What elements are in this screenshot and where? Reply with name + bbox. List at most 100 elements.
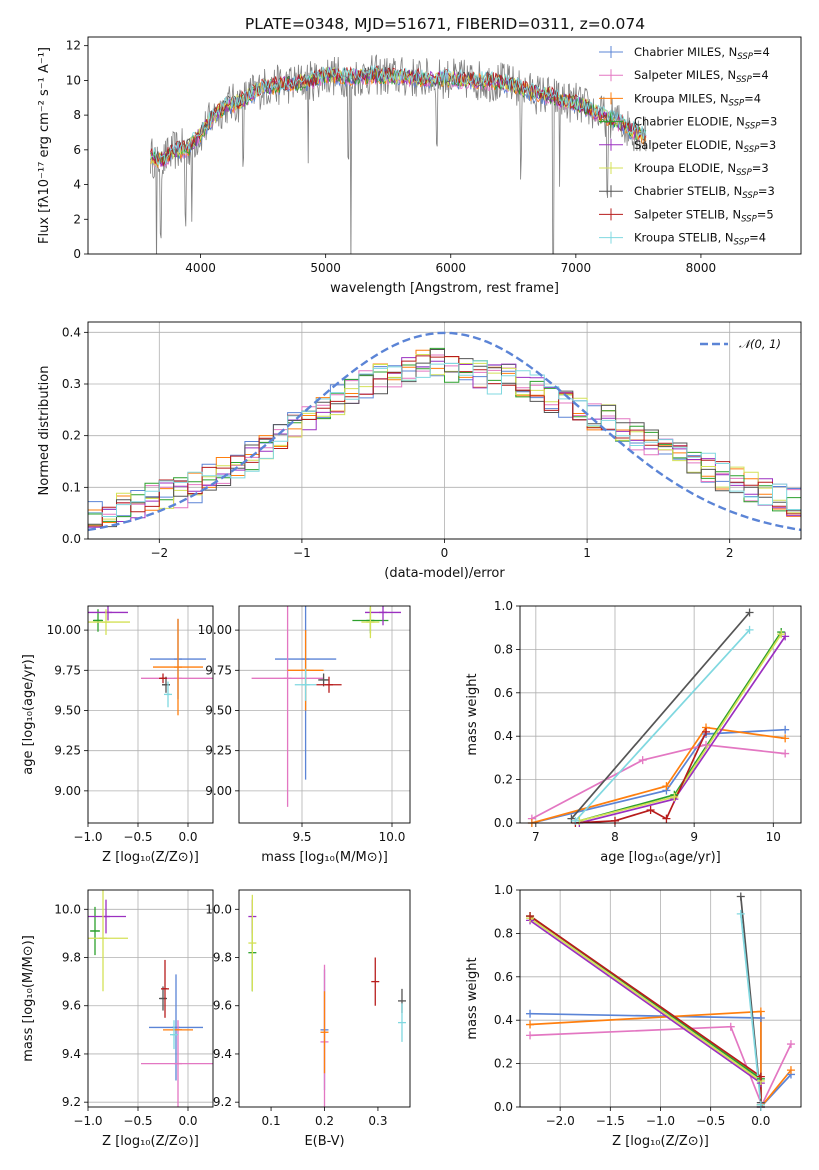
y-axis-label: mass weight <box>465 673 480 755</box>
legend-label: Salpeter STELIB, NSSP=5 <box>634 207 774 224</box>
y-tick-label: 9.00 <box>205 784 232 798</box>
y-tick-label: 10.0 <box>205 902 232 916</box>
axes-frame <box>87 36 802 255</box>
x-tick-label: 8 <box>611 830 619 844</box>
weight-point-marker <box>781 734 790 743</box>
x-tick-label: −1.0 <box>73 830 102 844</box>
weight-point-marker <box>777 630 786 639</box>
residual-histogram <box>88 354 801 526</box>
y-tick-label: 9.75 <box>54 663 81 677</box>
legend-label-main: Chabrier STELIB, N <box>634 184 742 198</box>
legend-label-main: Salpeter ELODIE, N <box>634 138 744 152</box>
x-tick-label: 0 <box>441 546 449 560</box>
x-tick-label: 1 <box>583 546 591 560</box>
model-spectrum-line <box>150 64 647 165</box>
y-tick-label: 9.8 <box>62 951 81 965</box>
legend-label-sub: SSP <box>736 168 752 178</box>
chart-weight-vs-age: 7 8 9 10 0.0 0.2 0.4 0.6 0.8 1.0 age [log₁₀(age/yr… <box>465 599 802 865</box>
x-axis-label: Z [log₁₀(Z/Z⊙)] <box>612 1134 709 1149</box>
y-tick-label: 0.6 <box>494 970 513 984</box>
weight-point-marker <box>662 814 671 823</box>
axes-frame <box>238 889 411 1108</box>
x-tick-label: −0.5 <box>123 830 152 844</box>
x-tick-label: 0.0 <box>178 830 197 844</box>
plot-area <box>531 611 786 823</box>
legend-label: Kroupa STELIB, NSSP=4 <box>634 231 766 248</box>
weight-point-marker <box>781 725 790 734</box>
data-point <box>397 1003 406 1042</box>
legend-label: 𝒩(0, 1) <box>739 337 781 351</box>
y-tick-label: 9.50 <box>54 703 81 717</box>
residual-histogram <box>88 360 801 517</box>
y-tick-label: 0.0 <box>62 532 81 546</box>
legend-label-sub: SSP <box>741 214 757 224</box>
data-point <box>159 673 167 684</box>
weight-point-marker <box>571 816 580 825</box>
y-axis-label: age [log₁₀(age/yr)] <box>21 654 36 775</box>
axes-frame <box>519 889 802 1108</box>
legend-label-suffix: =4 <box>752 68 769 82</box>
y-tick-label: 0.4 <box>62 325 81 339</box>
weight-point-marker <box>646 805 655 814</box>
plot-area <box>88 331 801 532</box>
legend-label-suffix: =4 <box>744 91 761 105</box>
data-point <box>149 974 203 1081</box>
weight-point-marker <box>736 892 745 901</box>
y-tick-label: 1.0 <box>494 599 513 613</box>
weight-series-line <box>531 728 786 823</box>
y-tick-label: 9.6 <box>213 999 232 1013</box>
legend-label-main: Kroupa MILES, N <box>634 91 729 105</box>
x-axis-label: mass [log₁₀(M/M⊙)] <box>261 850 388 865</box>
data-point <box>371 957 380 1006</box>
y-tick-label: 9.50 <box>205 703 232 717</box>
weight-point-marker <box>702 740 711 749</box>
x-tick-label: 0.2 <box>315 1114 334 1128</box>
y-axis-label: mass [log₁₀(M/M⊙)] <box>21 935 36 1062</box>
x-tick-label: 7000 <box>561 261 592 275</box>
y-tick-label: 0.8 <box>494 642 513 656</box>
legend-label-main: Chabrier ELODIE, N <box>634 115 745 129</box>
data-point <box>170 1020 178 1050</box>
legend-label-sub: SSP <box>745 122 761 132</box>
chart-age-vs-Z: −1.0 −0.5 0.0 9.00 9.25 9.50 9.75 10.00 Z [log₁₀… <box>21 605 214 865</box>
weight-point-marker <box>526 912 535 921</box>
weight-series-line <box>570 611 751 820</box>
y-tick-label: 10.0 <box>54 902 81 916</box>
y-tick-label: 9.2 <box>213 1095 232 1109</box>
figure-title: PLATE=0348, MJD=51671, FIBERID=0311, z=0… <box>245 15 645 33</box>
weight-point-marker <box>670 792 679 801</box>
chart-panels: 4000 5000 6000 7000 8000024681012wavelength … <box>21 36 802 1149</box>
y-tick-label: 9.6 <box>62 999 81 1013</box>
weight-point-marker <box>745 608 754 617</box>
y-tick-label: 6 <box>73 143 81 157</box>
y-tick-label: 0.4 <box>494 1013 513 1027</box>
x-tick-label: 2 <box>726 546 734 560</box>
data-point <box>316 676 342 693</box>
legend-label: Chabrier ELODIE, NSSP=3 <box>634 115 777 132</box>
x-tick-label: 0.0 <box>178 1114 197 1128</box>
x-tick-label: 4000 <box>185 261 216 275</box>
weight-series-line <box>579 631 782 822</box>
y-tick-label: 9.2 <box>62 1095 81 1109</box>
weight-point-marker <box>726 1022 735 1031</box>
weight-series-line <box>579 635 786 823</box>
chart-weight-vs-Z: −2.0 −1.5 −1.0 −0.5 0.0 0.0 0.2 0.4 0.6 0.8 1.0 Z [… <box>465 883 802 1149</box>
y-tick-label: 0.4 <box>494 729 513 743</box>
data-point <box>161 959 169 1018</box>
chart-mass-vs-Z: −1.0 −0.5 0.0 9.2 9.4 9.6 9.8 10.0 Z [log₁₀(Z/Z⊙… <box>21 889 214 1149</box>
x-tick-label: 0.0 <box>751 1114 770 1128</box>
x-tick-label: −1.5 <box>596 1114 625 1128</box>
x-tick-label: 9 <box>690 830 698 844</box>
x-tick-label: 7 <box>532 830 540 844</box>
weight-series-line <box>529 917 762 1105</box>
y-tick-label: 0.2 <box>62 429 81 443</box>
legend-label: Kroupa MILES, NSSP=4 <box>634 91 761 108</box>
y-tick-label: 0.0 <box>494 816 513 830</box>
y-tick-label: 9.25 <box>205 744 232 758</box>
axes-frame <box>87 889 214 1108</box>
y-tick-label: 9.4 <box>213 1047 232 1061</box>
x-tick-label: −0.5 <box>696 1114 725 1128</box>
x-tick-label: 9.5 <box>292 830 311 844</box>
plot-area <box>248 894 406 1107</box>
weight-point-marker <box>526 1031 535 1040</box>
